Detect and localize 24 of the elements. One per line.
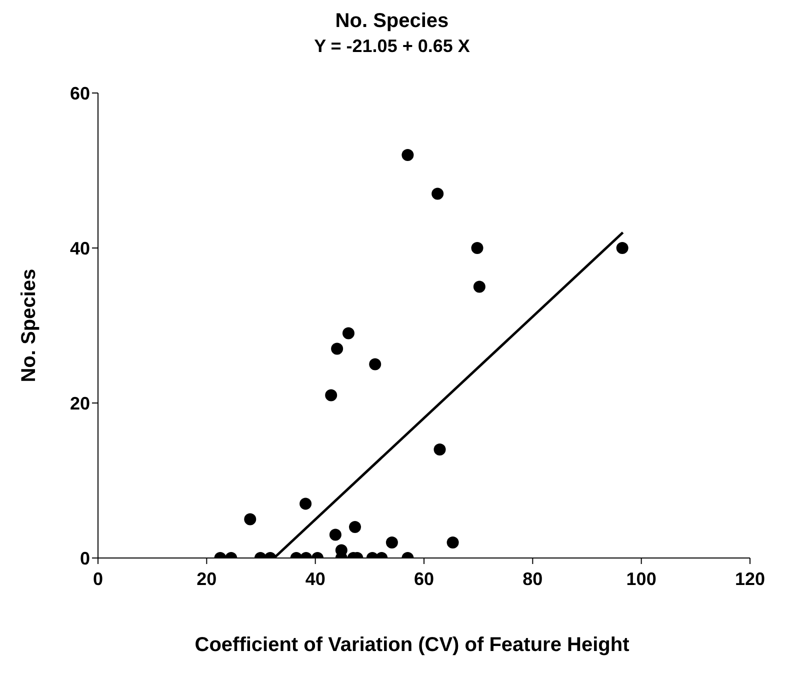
chart-title: No. Species xyxy=(334,9,450,34)
point xyxy=(616,242,628,254)
x-axis-title: Coefficient of Variation (CV) of Feature Height xyxy=(194,634,630,657)
point xyxy=(471,242,484,254)
y-tick-label: 20 xyxy=(70,393,90,414)
point xyxy=(402,149,414,161)
x-tick-label: 100 xyxy=(626,568,656,589)
y-tick-label: 0 xyxy=(80,548,90,568)
point xyxy=(432,188,444,200)
point xyxy=(473,280,486,293)
point xyxy=(331,342,344,355)
y-tick-label: 40 xyxy=(70,238,90,258)
x-tick-label: 0 xyxy=(92,568,104,589)
point xyxy=(342,327,354,340)
y-tick-label: 60 xyxy=(70,83,90,104)
chart-subtitle: Y = -21.05 + 0.65 X xyxy=(313,35,471,58)
x-tick-label: 60 xyxy=(414,568,434,589)
point xyxy=(369,358,382,370)
x-tick-label: 120 xyxy=(734,568,766,589)
x-tick-label: 80 xyxy=(522,568,543,589)
x-tick-label: 40 xyxy=(305,568,326,589)
point xyxy=(325,389,338,402)
x-tick-label: 20 xyxy=(196,568,217,589)
y-axis-title: No. Species xyxy=(18,268,40,382)
